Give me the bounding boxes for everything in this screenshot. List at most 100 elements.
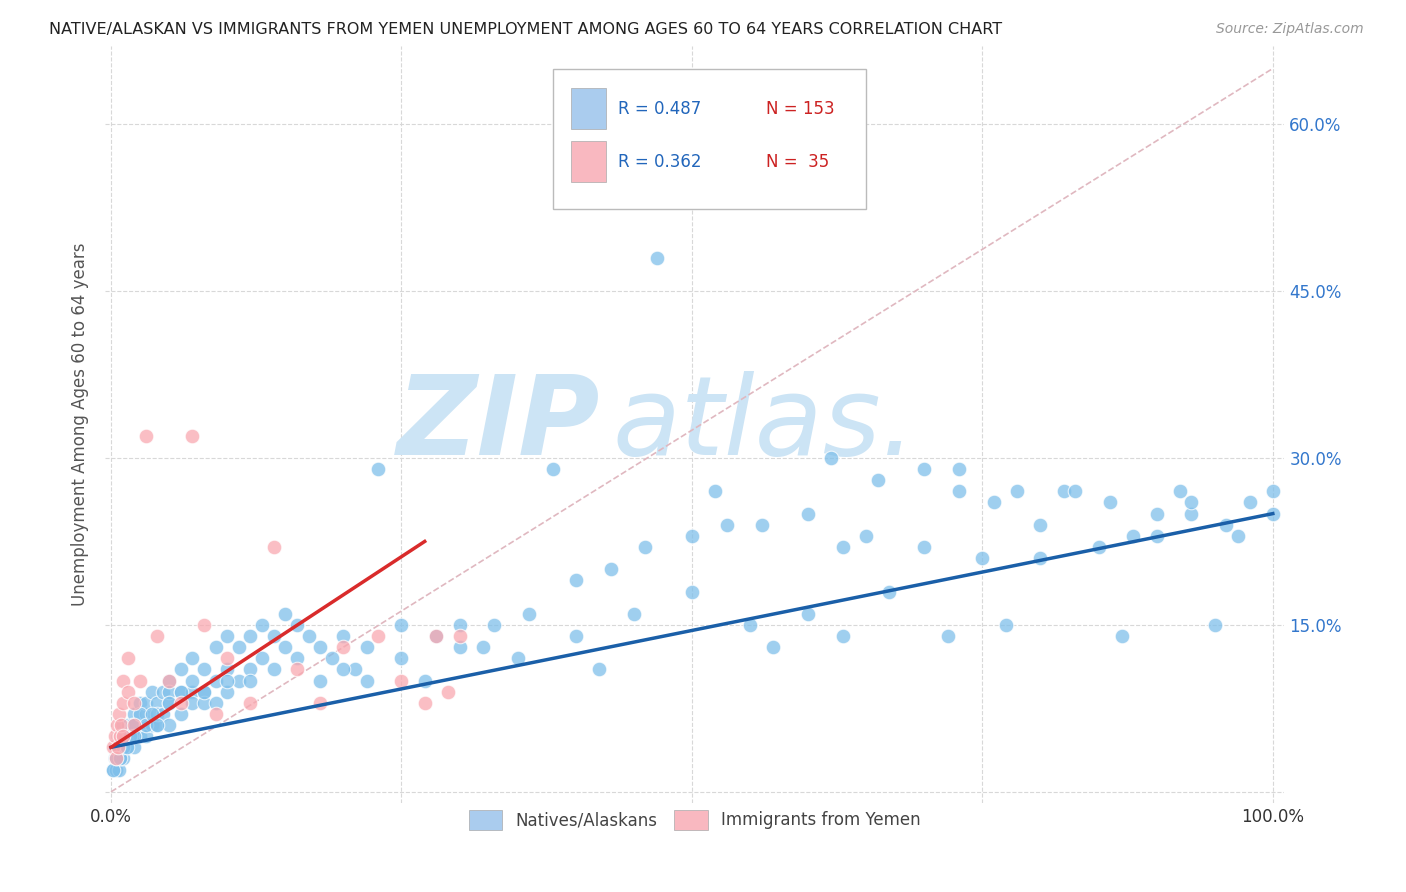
Point — [217, 651, 239, 665]
Point — [157, 684, 180, 698]
Point — [1168, 484, 1191, 499]
Point — [135, 706, 157, 721]
Point — [117, 740, 139, 755]
Point — [1146, 529, 1168, 543]
Point — [1122, 529, 1144, 543]
Point — [152, 706, 174, 721]
Point — [146, 718, 169, 732]
Point — [309, 673, 332, 688]
Point — [274, 607, 297, 621]
Point — [297, 629, 319, 643]
FancyBboxPatch shape — [571, 141, 606, 183]
Point — [105, 718, 128, 732]
Point — [332, 640, 354, 655]
Point — [111, 740, 134, 755]
Point — [832, 540, 855, 554]
Text: atlas.: atlas. — [612, 371, 917, 478]
Point — [274, 640, 297, 655]
Point — [157, 673, 180, 688]
Point — [129, 729, 152, 743]
Point — [181, 696, 204, 710]
Point — [135, 718, 157, 732]
FancyBboxPatch shape — [571, 87, 606, 129]
Text: N = 153: N = 153 — [766, 100, 834, 118]
Point — [114, 729, 136, 743]
Point — [239, 662, 262, 676]
Point — [912, 540, 935, 554]
Point — [367, 629, 389, 643]
Text: N =  35: N = 35 — [766, 153, 828, 171]
Point — [681, 529, 703, 543]
Point — [157, 696, 180, 710]
Point — [1005, 484, 1028, 499]
Point — [1064, 484, 1087, 499]
Point — [309, 640, 332, 655]
Point — [111, 740, 134, 755]
Point — [263, 540, 285, 554]
Point — [1029, 517, 1052, 532]
Point — [413, 673, 436, 688]
Text: Source: ZipAtlas.com: Source: ZipAtlas.com — [1216, 22, 1364, 37]
Point — [110, 740, 132, 755]
Point — [263, 662, 285, 676]
Point — [1180, 507, 1202, 521]
Point — [762, 640, 785, 655]
Point — [832, 629, 855, 643]
Point — [1099, 495, 1122, 509]
Point — [343, 662, 366, 676]
Point — [122, 729, 145, 743]
Point — [170, 696, 193, 710]
Point — [217, 684, 239, 698]
Point — [107, 740, 129, 755]
Point — [118, 729, 141, 743]
Point — [239, 629, 262, 643]
Point — [117, 684, 139, 698]
Text: ZIP: ZIP — [396, 371, 600, 478]
Point — [1053, 484, 1076, 499]
Point — [135, 729, 157, 743]
Point — [122, 729, 145, 743]
Point — [152, 684, 174, 698]
Point — [948, 462, 970, 476]
Point — [157, 718, 180, 732]
Point — [104, 751, 127, 765]
Point — [217, 673, 239, 688]
Point — [356, 673, 378, 688]
Point — [332, 629, 354, 643]
Point — [193, 684, 215, 698]
Legend: Natives/Alaskans, Immigrants from Yemen: Natives/Alaskans, Immigrants from Yemen — [463, 804, 928, 836]
Point — [193, 684, 215, 698]
Point — [1239, 495, 1261, 509]
Point — [449, 618, 471, 632]
Point — [506, 651, 529, 665]
Point — [936, 629, 959, 643]
Point — [181, 651, 204, 665]
Point — [157, 696, 180, 710]
Point — [449, 640, 471, 655]
Point — [170, 706, 193, 721]
Point — [681, 584, 703, 599]
Point — [104, 763, 127, 777]
Point — [111, 751, 134, 765]
Point — [484, 618, 506, 632]
Point — [117, 651, 139, 665]
Point — [391, 618, 413, 632]
Point — [122, 706, 145, 721]
Point — [797, 507, 820, 521]
Point — [111, 696, 134, 710]
Point — [122, 740, 145, 755]
Point — [193, 696, 215, 710]
Point — [217, 662, 239, 676]
Point — [391, 673, 413, 688]
Point — [111, 729, 134, 743]
Point — [129, 696, 152, 710]
Point — [204, 640, 226, 655]
Point — [141, 706, 163, 721]
Point — [994, 618, 1017, 632]
Point — [437, 684, 460, 698]
Point — [103, 763, 125, 777]
Point — [111, 729, 134, 743]
Text: R = 0.362: R = 0.362 — [619, 153, 702, 171]
Point — [122, 696, 145, 710]
Point — [181, 673, 204, 688]
